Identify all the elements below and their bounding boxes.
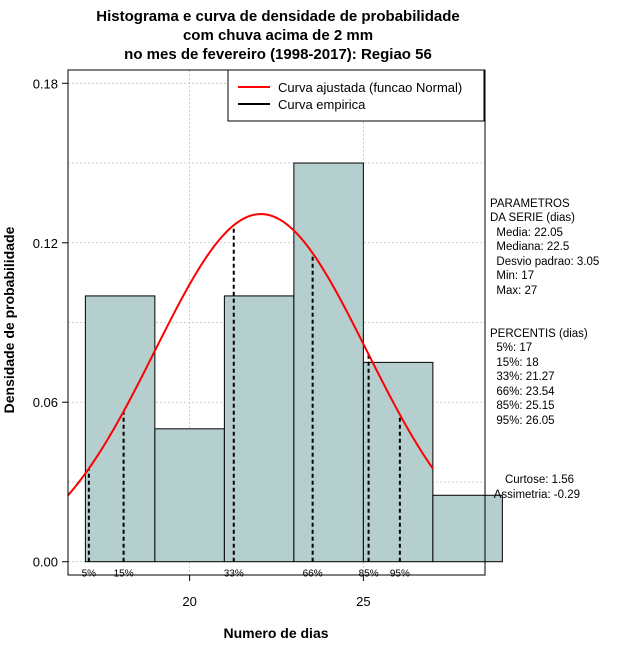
percentis-line: 5%: 17	[490, 342, 532, 354]
percentis-line: PERCENTIS (dias)	[490, 328, 588, 340]
axes-layer: 0.00 0.06 0.12 0.18 20 25	[33, 76, 371, 609]
chart-title-line-1: Histograma e curva de densidade de proba…	[96, 8, 459, 25]
histogram-bar	[432, 494, 503, 563]
y-tick-label: 0.18	[33, 76, 58, 91]
histogram-bar	[223, 295, 295, 563]
y-tick-label: 0.12	[33, 236, 58, 251]
skewness-text: Assimetria: -0.29	[494, 489, 580, 501]
chart-title-line-3: no mes de fevereiro (1998-2017): Regiao …	[124, 46, 432, 63]
histogram-bar	[293, 162, 364, 563]
params-panel: PARAMETROS DA SERIE (dias) Media: 22.05 …	[490, 198, 599, 297]
bars-layer	[84, 162, 503, 563]
percentis-line: 15%: 18	[490, 357, 539, 369]
percentile-label: 5%	[82, 569, 97, 580]
params-line: Mediana: 22.5	[490, 241, 569, 253]
percentile-label: 33%	[224, 569, 244, 580]
x-tick-label: 25	[356, 594, 370, 609]
y-axis-label: Densidade de probabilidade	[1, 226, 17, 413]
percentis-line: 33%: 21.27	[490, 371, 555, 383]
percentis-line: 95%: 26.05	[490, 415, 555, 427]
histogram-bar	[84, 295, 156, 563]
params-line: PARAMETROS	[490, 198, 570, 210]
percentile-label: 66%	[303, 569, 323, 580]
legend-empirical-label: Curva empirica	[278, 97, 366, 112]
histogram-bar	[154, 428, 225, 563]
params-line: Media: 22.05	[490, 227, 563, 239]
curve-layer	[67, 213, 434, 496]
percentile-label: 95%	[390, 569, 410, 580]
histogram-bar	[362, 361, 434, 563]
y-tick-label: 0.00	[33, 555, 58, 570]
legend: Curva ajustada (funcao Normal) Curva emp…	[227, 69, 485, 122]
percentis-panel: PERCENTIS (dias) 5%: 17 15%: 18 33%: 21.…	[490, 328, 588, 427]
x-axis-label: Numero de dias	[223, 625, 328, 641]
percentis-line: 85%: 25.15	[490, 400, 555, 412]
legend-box	[227, 69, 485, 122]
x-tick-label: 20	[182, 594, 196, 609]
params-line: Desvio padrao: 3.05	[490, 256, 599, 268]
params-line: Min: 17	[490, 270, 534, 282]
shape-panel: Curtose: 1.56 Assimetria: -0.29	[494, 474, 580, 501]
fitted-normal-curve	[67, 213, 434, 496]
percentile-lines-layer: 5% 15% 33% 66% 85% 95%	[82, 225, 410, 580]
percentis-line: 66%: 23.54	[490, 386, 555, 398]
kurtosis-text: Curtose: 1.56	[505, 474, 574, 486]
percentile-label: 85%	[359, 569, 379, 580]
y-tick-label: 0.06	[33, 395, 58, 410]
legend-fitted-label: Curva ajustada (funcao Normal)	[278, 80, 462, 95]
percentile-label: 15%	[114, 569, 134, 580]
params-line: DA SERIE (dias)	[490, 212, 575, 224]
params-line: Max: 27	[490, 285, 537, 297]
chart-title-line-2: com chuva acima de 2 mm	[183, 27, 373, 44]
